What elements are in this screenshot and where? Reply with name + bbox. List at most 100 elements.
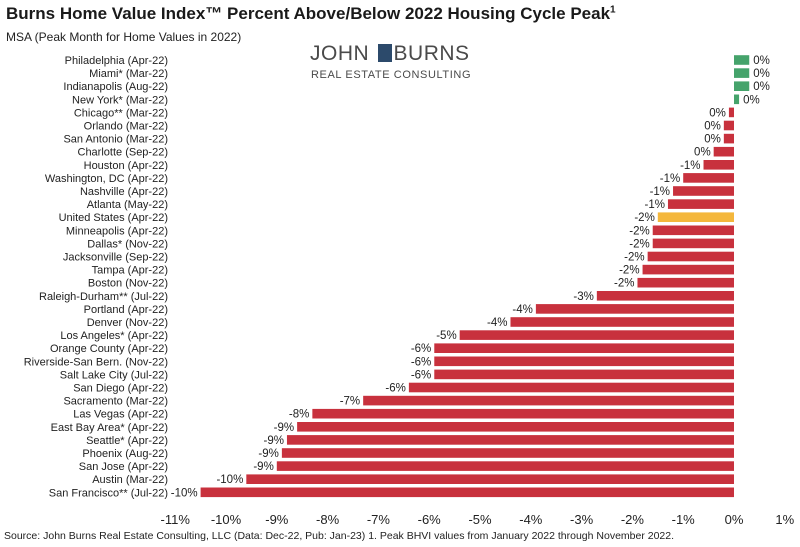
data-label: -2% [619,265,639,277]
bar-3 [734,94,740,105]
x-tick-label: -10% [211,512,242,527]
x-tick-label: -1% [672,512,696,527]
title-footnote-marker: 1 [610,4,616,16]
data-label: -9% [274,422,294,434]
data-label: -2% [629,238,649,250]
data-label: -6% [411,356,431,368]
bar-30 [281,448,734,458]
data-label: 0% [704,121,721,133]
data-label: -7% [340,396,360,408]
data-labels: 0%0%0%0%0%0%0%0%-1%-1%-1%-1%-2%-2%-2%-2%… [171,55,770,499]
category-label: New York* (Mar-22) [72,94,168,106]
bar-32 [246,474,734,484]
data-label: -2% [624,252,644,264]
bar-27 [312,408,734,419]
bar-2 [734,81,750,91]
data-label: -6% [385,383,405,395]
category-label: Nashville (Apr-22) [80,186,168,198]
bar-9 [683,173,734,183]
category-label: Austin (Mar-22) [92,474,168,486]
bar-11 [667,199,734,209]
bar-33 [200,487,735,498]
bar-20 [510,317,734,327]
data-label: -10% [216,474,243,486]
source-note: Source: John Burns Real Estate Consultin… [4,530,675,542]
bar-31 [276,461,734,471]
logo-word-john: JOHN [310,42,370,65]
x-tick-label: -7% [367,512,391,527]
category-label: Seattle* (Apr-22) [86,435,168,447]
bar-25 [408,382,734,393]
bar-4 [728,107,734,118]
category-label: Orlando (Mar-22) [84,121,168,133]
x-tick-label: -11% [161,512,191,527]
bar-14 [652,238,734,249]
category-label: Portland (Apr-22) [84,304,168,316]
data-label: -4% [487,317,507,329]
bar-29 [286,435,734,445]
data-label: -4% [512,304,532,316]
logo-wordmark: JOHN BURNS [310,42,470,66]
category-label: Boston (Nov-22) [88,278,168,290]
bar-15 [647,251,734,262]
bar-24 [434,369,734,380]
data-label: -8% [289,409,309,421]
x-tick-label: -5% [468,512,492,527]
bar-12 [657,212,734,222]
bar-18 [596,291,734,301]
data-label: -10% [171,487,198,499]
chart-title-text: Burns Home Value Index™ Percent Above/Be… [6,4,611,23]
bar-21 [459,330,734,340]
bar-1 [734,68,750,78]
category-label: Houston (Apr-22) [84,160,168,172]
chart-subtitle: MSA (Peak Month for Home Values in 2022) [6,30,242,44]
category-label: Los Angeles* (Apr-22) [60,330,168,342]
data-label: -3% [573,291,593,303]
bar-7 [713,146,734,157]
x-tick-label: 1% [775,512,794,527]
category-label: Tampa (Apr-22) [92,265,168,277]
category-label: Minneapolis (Apr-22) [66,225,168,237]
bar-6 [723,133,734,144]
data-label: -5% [436,330,456,342]
category-label: Miami* (Mar-22) [89,68,168,80]
data-label: 0% [753,68,770,80]
bar-16 [642,264,734,275]
bar-19 [535,304,734,314]
category-label: Raleigh-Durham** (Jul-22) [39,291,168,303]
category-label: San Antonio (Mar-22) [63,134,168,146]
data-label: -1% [680,160,700,172]
x-tick-label: -8% [316,512,340,527]
data-label: 0% [743,94,760,106]
john-burns-logo: JOHN BURNS REAL ESTATE CONSULTING [306,42,471,88]
category-label: East Bay Area* (Apr-22) [51,422,168,434]
data-label: -6% [411,369,431,381]
data-label: -9% [253,461,273,473]
logo-mark-icon [377,44,392,62]
category-label: Indianapolis (Aug-22) [63,81,168,93]
category-label: Charlotte (Sep-22) [78,147,169,159]
data-label: -9% [258,448,278,460]
x-tick-label: 0% [725,512,744,527]
bar-28 [297,422,734,432]
chart-title: Burns Home Value Index™ Percent Above/Be… [6,4,616,24]
data-label: -6% [411,343,431,355]
x-axis-ticks: -11% -10% -9% -8% -7% -6% -5% -4% -3% -2% -1% 0% 1% [161,512,795,527]
x-tick-label: -6% [418,512,442,527]
bar-17 [637,277,734,288]
data-label: -1% [645,199,665,211]
data-label: -9% [264,435,284,447]
data-label: -2% [614,278,634,290]
category-label: Orange County (Apr-22) [50,343,168,355]
category-label: Jacksonville (Sep-22) [63,252,168,264]
data-label: 0% [704,134,721,146]
category-label: Salt Lake City (Jul-22) [60,369,168,381]
category-label: Atlanta (May-22) [87,199,168,211]
bar-0 [734,55,750,65]
data-label: -1% [650,186,670,198]
category-label: Chicago** (Mar-22) [74,107,168,119]
x-tick-label: -4% [519,512,543,527]
category-label: Philadelphia (Apr-22) [65,55,168,67]
x-tick-label: -3% [570,512,594,527]
